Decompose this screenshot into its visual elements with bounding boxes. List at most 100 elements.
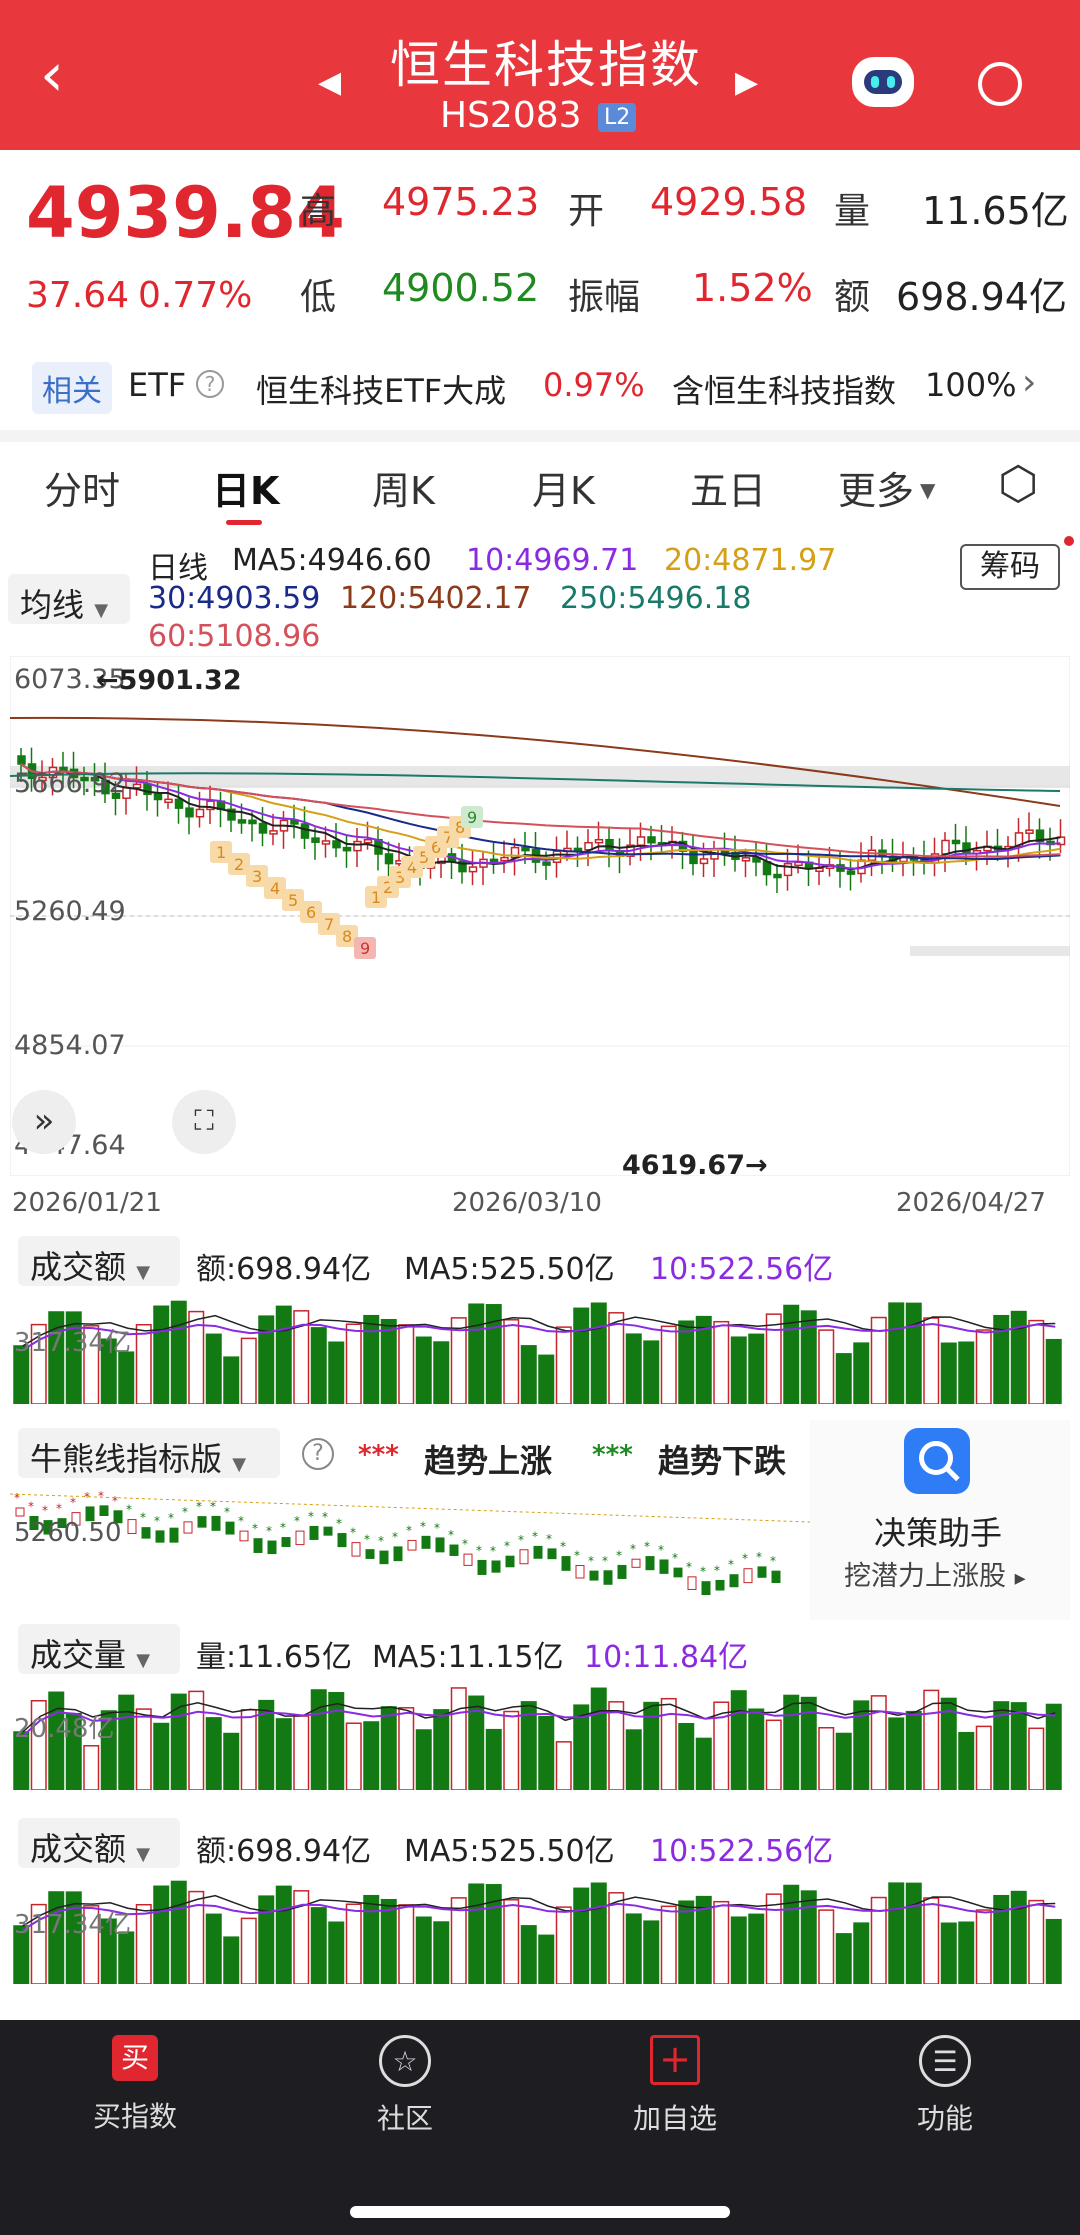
related-tag: 相关 xyxy=(32,362,112,414)
assistant-subtitle: 挖潜力上涨股 ▸ xyxy=(844,1554,1026,1593)
ma10-value: 10:4969.71 xyxy=(466,543,639,578)
help-icon[interactable]: ? xyxy=(196,370,224,398)
svg-text:2: 2 xyxy=(383,878,393,897)
svg-text:1: 1 xyxy=(371,888,381,907)
turnover-chart xyxy=(10,1288,1070,1405)
kline-xtick-1: 2026/03/10 xyxy=(452,1188,602,1218)
assistant-icon xyxy=(904,1428,970,1494)
ma30-value: 30:4903.59 xyxy=(148,581,321,616)
svg-text:*: * xyxy=(630,1542,636,1556)
turnover-selector[interactable]: 成交额 ▼ xyxy=(18,1236,180,1286)
tab-five-day[interactable]: 五日 xyxy=(690,469,767,513)
svg-text:*: * xyxy=(378,1534,384,1548)
svg-text:*: * xyxy=(546,1532,552,1546)
contains-pct: 100% xyxy=(925,366,1017,404)
svg-text:*: * xyxy=(42,1504,48,1518)
kline-ytick-1: 5666.92 xyxy=(14,768,126,799)
svg-text:*: * xyxy=(756,1550,762,1564)
volume-svg xyxy=(13,1687,1062,1791)
bullbear-selector[interactable]: 牛熊线指标版 ▼ xyxy=(18,1428,280,1478)
svg-text:7: 7 xyxy=(324,915,334,934)
prev-stock-icon[interactable]: ◀ xyxy=(318,65,342,100)
volume-value: 量:11.65亿 xyxy=(196,1640,352,1675)
svg-text:*: * xyxy=(532,1529,538,1543)
svg-text:*: * xyxy=(476,1543,482,1557)
search-icon[interactable] xyxy=(978,62,1022,106)
ma-title: 日线 xyxy=(148,551,208,586)
menu-icon: ☰ xyxy=(919,2035,971,2087)
tab-daily-k[interactable]: 日K xyxy=(212,469,280,513)
chevron-right-icon: ▸ xyxy=(1014,1566,1026,1591)
assistant-subtitle-text: 挖潜力上涨股 xyxy=(844,1561,1006,1592)
price-change-pct: 0.77% xyxy=(138,275,253,316)
buy-icon: 买 xyxy=(112,2035,158,2081)
svg-text:*: * xyxy=(336,1517,342,1531)
current-price: 4939.84 xyxy=(26,172,345,254)
ma-selector[interactable]: 均线 ▼ xyxy=(8,574,130,624)
svg-text:5: 5 xyxy=(288,891,298,910)
kline-xtick-0: 2026/01/21 xyxy=(12,1188,162,1218)
settings-hex-icon[interactable]: ⬡ xyxy=(998,456,1039,510)
tab-more[interactable]: 更多 xyxy=(838,469,915,513)
turnover2-ma10: 10:522.56亿 xyxy=(650,1834,834,1869)
svg-text:*: * xyxy=(602,1554,608,1568)
fullscreen-button[interactable]: ⛶ xyxy=(172,1090,236,1154)
amp-label: 振幅 xyxy=(568,277,641,318)
tab-community[interactable]: ☆ 社区 xyxy=(320,2035,490,2137)
svg-text:4: 4 xyxy=(270,879,280,898)
etf-label: ETF xyxy=(128,366,187,404)
tab-weekly-k[interactable]: 周K xyxy=(372,469,435,513)
svg-text:*: * xyxy=(210,1499,216,1513)
chevron-right-icon[interactable]: › xyxy=(1022,362,1037,403)
svg-text:3: 3 xyxy=(252,867,262,886)
svg-text:*: * xyxy=(420,1519,426,1533)
up-marker: *** xyxy=(358,1440,399,1470)
star-icon: ☆ xyxy=(379,2035,431,2087)
next-stock-icon[interactable]: ▶ xyxy=(735,65,759,100)
etf-name[interactable]: 恒生科技ETF大成 xyxy=(256,372,507,410)
svg-text:*: * xyxy=(658,1543,664,1557)
turnover-ma5: MA5:525.50亿 xyxy=(404,1252,615,1287)
volume-ma10: 10:11.84亿 xyxy=(584,1640,749,1675)
tab-buy-index[interactable]: 买 买指数 xyxy=(50,2035,220,2135)
svg-text:*: * xyxy=(98,1489,104,1503)
expand-button[interactable]: » xyxy=(12,1090,76,1154)
svg-text:*: * xyxy=(28,1499,34,1513)
svg-text:*: * xyxy=(714,1563,720,1577)
kline-ytick-2: 5260.49 xyxy=(14,896,126,927)
volume-selector[interactable]: 成交量 ▼ xyxy=(18,1624,180,1674)
low-value: 4900.52 xyxy=(382,266,540,310)
svg-text:*: * xyxy=(182,1505,188,1519)
volume-selector-label: 成交量 xyxy=(30,1636,127,1674)
tab-buy-label: 买指数 xyxy=(92,2100,177,2133)
svg-text:*: * xyxy=(686,1560,692,1574)
svg-text:*: * xyxy=(266,1524,272,1538)
robot-assistant-icon[interactable] xyxy=(852,57,914,107)
down-label: 趋势下跌 xyxy=(658,1442,787,1480)
tab-add-watchlist[interactable]: + 加自选 xyxy=(590,2035,760,2137)
svg-text:*: * xyxy=(728,1558,734,1572)
bullbear-svg: * * * * * * * * * * * * * * * * * * * * * * * * * * * * * * * * * * * * * * * *… xyxy=(9,1480,811,1596)
tab-functions[interactable]: ☰ 功能 xyxy=(860,2035,1030,2137)
open-value: 4929.58 xyxy=(650,180,808,224)
ma120-value: 120:5402.17 xyxy=(340,581,532,616)
svg-text:*: * xyxy=(434,1521,440,1535)
tab-monthly-k[interactable]: 月K xyxy=(532,469,595,513)
bullbear-help-icon[interactable]: ? xyxy=(302,1438,334,1470)
kline-ytick-3: 4854.07 xyxy=(14,1030,126,1061)
kline-xtick-2: 2026/04/27 xyxy=(896,1188,1046,1218)
tab-intraday[interactable]: 分时 xyxy=(44,469,121,513)
bullbear-ytick: 5260.50 xyxy=(14,1518,122,1548)
svg-text:*: * xyxy=(224,1505,230,1519)
svg-text:*: * xyxy=(392,1530,398,1544)
svg-text:2: 2 xyxy=(234,855,244,874)
turnover2-amt: 额:698.94亿 xyxy=(196,1834,372,1869)
svg-text:*: * xyxy=(140,1511,146,1525)
svg-text:*: * xyxy=(56,1502,62,1516)
contains-label[interactable]: 含恒生科技指数 xyxy=(672,372,897,410)
turnover2-selector[interactable]: 成交额 ▼ xyxy=(18,1818,180,1868)
back-icon[interactable]: ‹ xyxy=(40,40,64,110)
plus-icon: + xyxy=(650,2035,700,2085)
chips-button[interactable]: 筹码 xyxy=(960,544,1060,590)
